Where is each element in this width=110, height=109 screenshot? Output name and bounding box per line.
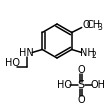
- Text: HO: HO: [57, 80, 72, 90]
- Text: CH: CH: [87, 20, 101, 30]
- Text: O: O: [83, 20, 91, 30]
- Text: HN: HN: [19, 48, 34, 58]
- Text: HO: HO: [5, 58, 20, 67]
- Text: O: O: [77, 95, 85, 105]
- Text: 2: 2: [92, 50, 97, 60]
- Text: NH: NH: [80, 48, 95, 58]
- Text: OH: OH: [91, 80, 105, 90]
- Text: S: S: [77, 80, 85, 90]
- Text: O: O: [77, 65, 85, 75]
- Text: 3: 3: [98, 24, 103, 32]
